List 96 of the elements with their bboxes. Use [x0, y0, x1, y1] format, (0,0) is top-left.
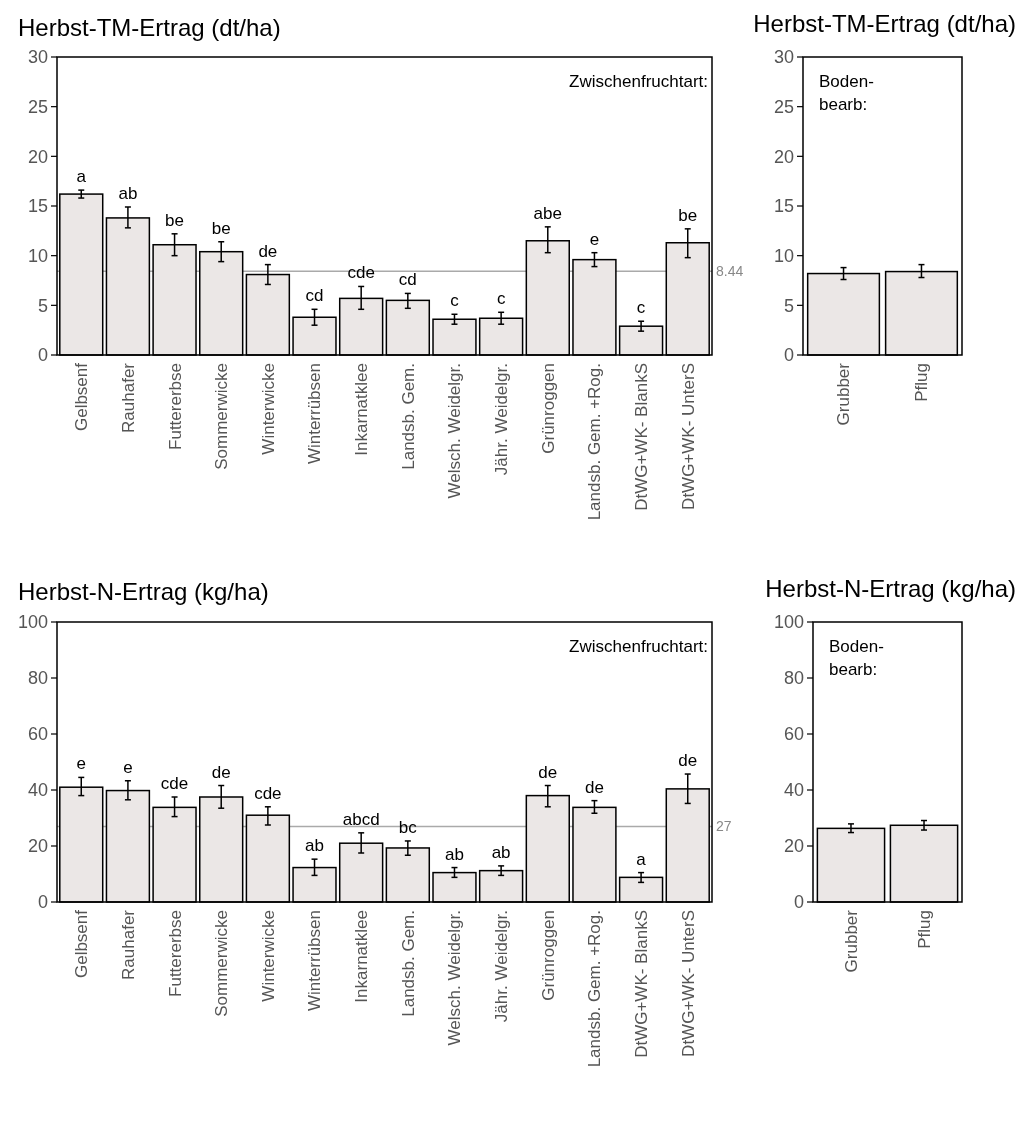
x-tick-label: Landsb. Gem. +Rog. — [585, 363, 605, 521]
y-tick-label: 0 — [37, 892, 48, 913]
annotation: cde — [254, 783, 282, 803]
annotation: ab — [118, 183, 138, 203]
x-tick-label: Sommerwicke — [212, 910, 232, 1017]
x-tick-label: Futtererbse — [165, 363, 185, 450]
annotation: ab — [491, 842, 511, 862]
y-tick-label: 10 — [773, 245, 794, 266]
chart-title: Herbst-N-Ertrag (kg/ha) — [18, 578, 269, 605]
annotation: be — [211, 218, 231, 238]
annotation: c — [636, 298, 646, 318]
y-tick-label: 40 — [27, 780, 48, 801]
y-tick-label: 5 — [783, 295, 794, 316]
x-tick-label: Rauhafer — [118, 909, 138, 980]
annotation: be — [165, 210, 185, 230]
x-tick-label: DtWG+WK- UnterS — [678, 363, 698, 510]
annotation: de — [211, 762, 231, 782]
annotation: Boden- bearb: — [829, 637, 884, 679]
annotation: cde — [160, 774, 189, 793]
annotation: cde — [347, 263, 375, 283]
y-tick-label: 30 — [27, 47, 48, 68]
annotation: cd — [398, 270, 417, 290]
annotation: a — [636, 849, 647, 869]
y-tick-label: 25 — [773, 96, 794, 117]
y-tick-label: 80 — [783, 668, 804, 689]
y-tick-label: 40 — [783, 780, 804, 801]
chart-title: Herbst-TM-Ertrag (dt/ha) — [18, 14, 281, 41]
y-tick-label: 20 — [783, 836, 804, 857]
x-tick-label: Welsch. Weidelgr. — [445, 910, 465, 1046]
annotation: c — [496, 289, 506, 309]
annotation: c — [450, 291, 460, 311]
chart-title: Herbst-N-Ertrag (kg/ha) — [765, 575, 1016, 602]
x-tick-label: Grubber — [841, 909, 861, 973]
annotation: Zwischenfruchtart: — [569, 637, 708, 656]
x-tick-label: DtWG+WK- BlankS — [632, 910, 652, 1058]
y-tick-label: 10 — [27, 245, 48, 266]
x-tick-label: DtWG+WK- BlankS — [632, 363, 652, 511]
x-tick-label: Winterrübsen — [305, 910, 325, 1012]
x-tick-label: Futtererbse — [165, 910, 185, 997]
y-tick-label: 0 — [783, 345, 794, 366]
x-tick-label: Welsch. Weidelgr. — [445, 363, 465, 499]
x-tick-label: Inkarnatklee — [352, 363, 372, 456]
annotation: e — [589, 229, 600, 249]
y-tick-label: 25 — [27, 96, 48, 117]
annotation: bc — [398, 817, 418, 837]
y-tick-label: 30 — [773, 47, 794, 68]
annotation: ab — [305, 836, 324, 856]
annotation: Zwischenfruchtart: — [569, 72, 708, 91]
annotation: Boden- bearb: — [819, 72, 874, 114]
x-tick-label: Winterwicke — [258, 363, 278, 455]
y-tick-label: 80 — [27, 668, 48, 689]
y-tick-label: 20 — [27, 146, 48, 167]
x-tick-label: Sommerwicke — [212, 363, 232, 470]
y-tick-label: 20 — [773, 146, 794, 167]
x-tick-label: Grünroggen — [538, 363, 558, 454]
annotation: de — [258, 241, 278, 261]
annotation: be — [678, 205, 698, 225]
annotation: e — [76, 754, 86, 774]
x-tick-label: Landsb. Gem. — [398, 910, 418, 1017]
x-tick-label: Winterwicke — [258, 910, 278, 1002]
x-tick-label: Gelbsenf — [72, 362, 92, 432]
x-tick-label: Gelbsenf — [72, 909, 92, 979]
x-tick-label: Pflug — [912, 363, 932, 402]
annotation: de — [538, 762, 558, 782]
annotation: de — [584, 777, 604, 797]
x-tick-label: DtWG+WK- UnterS — [678, 910, 698, 1057]
y-tick-label: 5 — [37, 295, 48, 316]
annotation: de — [678, 751, 698, 771]
y-tick-label: 15 — [773, 196, 794, 217]
x-tick-label: Grünroggen — [538, 910, 558, 1001]
y-tick-label: 0 — [37, 345, 48, 366]
ref-line-label: 8.44 — [716, 263, 744, 280]
y-tick-label: 20 — [27, 836, 48, 857]
annotation: abe — [533, 203, 562, 223]
x-tick-label: Rauhafer — [118, 362, 138, 433]
annotation: a — [76, 167, 87, 187]
x-tick-label: Jähr. Weidelgr. — [492, 910, 512, 1023]
annotation: ab — [445, 844, 464, 864]
x-tick-label: Inkarnatklee — [352, 910, 372, 1003]
x-tick-label: Winterrübsen — [305, 363, 325, 465]
y-tick-label: 60 — [27, 724, 48, 745]
x-tick-label: Grubber — [834, 362, 854, 426]
x-tick-label: Landsb. Gem. — [398, 363, 418, 470]
y-tick-label: 100 — [17, 612, 48, 633]
x-tick-label: Pflug — [914, 910, 934, 949]
y-tick-label: 0 — [793, 892, 804, 913]
chart-title: Herbst-TM-Ertrag (dt/ha) — [753, 10, 1016, 37]
ref-line-label: 27 — [716, 818, 732, 835]
y-tick-label: 15 — [27, 196, 48, 217]
y-tick-label: 60 — [783, 724, 804, 745]
y-tick-label: 100 — [773, 612, 804, 633]
x-tick-label: Jähr. Weidelgr. — [492, 363, 512, 476]
annotation: abcd — [342, 809, 380, 829]
annotation: e — [123, 757, 133, 777]
x-tick-label: Landsb. Gem. +Rog. — [585, 910, 605, 1068]
annotation: cd — [305, 286, 324, 306]
